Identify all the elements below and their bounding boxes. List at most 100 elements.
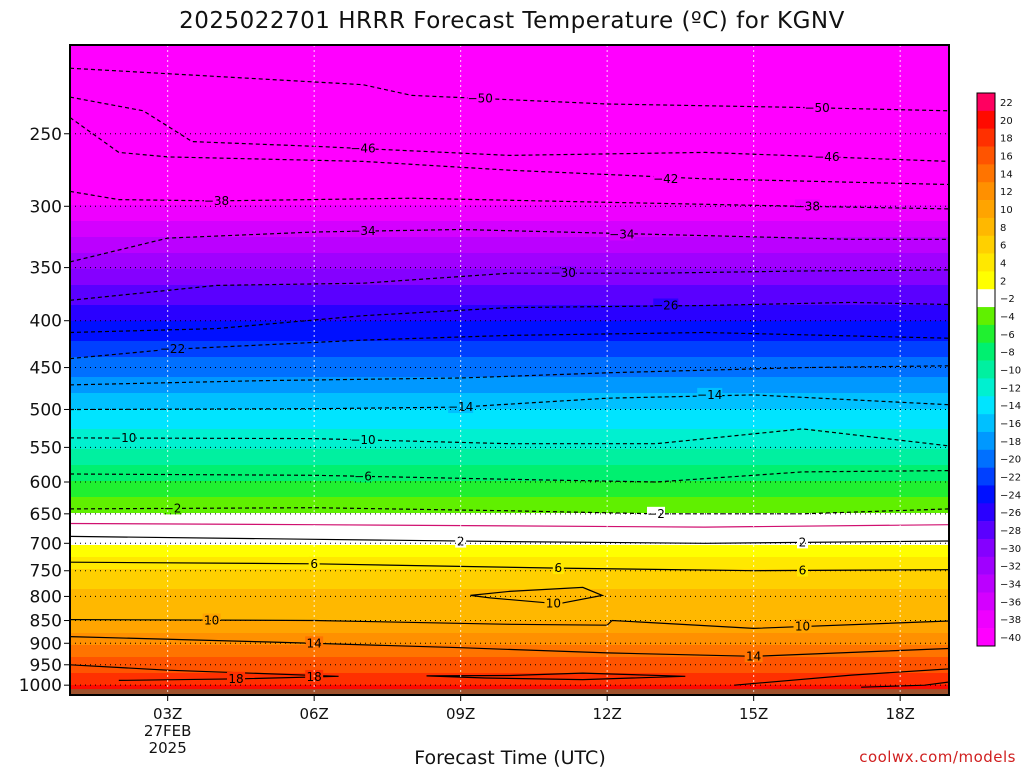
colorbar-label: −22 — [1000, 473, 1021, 484]
temperature-band — [70, 413, 949, 418]
temperature-band — [70, 145, 949, 150]
colorbar-label: 12 — [1000, 187, 1013, 198]
colorbar-label: −16 — [1000, 419, 1021, 430]
temperature-band — [70, 185, 949, 190]
temperature-band — [70, 557, 949, 562]
temperature-band — [70, 69, 949, 74]
contour-line — [70, 228, 949, 263]
temperature-band — [70, 169, 949, 174]
contour-label-bg — [354, 469, 372, 483]
colorbar-label: −26 — [1000, 508, 1021, 519]
temperature-band — [70, 577, 949, 582]
colorbar-swatch — [977, 146, 995, 165]
temperature-band — [70, 585, 949, 590]
temperature-band — [70, 477, 949, 482]
temperature-band — [70, 181, 949, 186]
temperature-band — [70, 289, 949, 294]
y-tick-label: 500 — [30, 400, 62, 420]
y-tick-label: 600 — [30, 473, 62, 493]
x-tick-date: 27FEB — [144, 722, 191, 740]
y-tick-label: 300 — [30, 197, 62, 217]
temperature-band — [70, 273, 949, 278]
contour-label: −50 — [468, 91, 493, 105]
temperature-band — [70, 481, 949, 486]
x-tick-label: 06Z — [299, 705, 328, 723]
temperature-band — [70, 257, 949, 262]
colorbar-swatch — [977, 467, 995, 486]
temperature-band — [70, 497, 949, 502]
contour-label-bg — [550, 266, 576, 280]
colorbar-swatch — [977, 128, 995, 147]
x-tick-label: 18Z — [885, 705, 914, 723]
temperature-band — [70, 377, 949, 382]
colorbar-label: −28 — [1000, 526, 1021, 537]
contour-label: 6 — [555, 561, 563, 575]
temperature-band — [70, 661, 949, 666]
y-tick-label: 250 — [30, 125, 62, 145]
x-axis-title: Forecast Time (UTC) — [414, 747, 605, 768]
temperature-band — [70, 173, 949, 178]
temperature-band — [70, 657, 949, 662]
temperature-band — [70, 205, 949, 210]
temperature-band — [70, 581, 949, 586]
contour-label-bg — [552, 561, 564, 575]
x-tick-label: 15Z — [739, 705, 768, 723]
colorbar-swatch — [977, 324, 995, 344]
temperature-band — [70, 617, 949, 622]
temperature-band — [70, 421, 949, 426]
temperature-band — [70, 653, 949, 658]
contour-line — [70, 190, 949, 210]
contour-line — [70, 269, 949, 301]
contour-label-bg — [202, 613, 221, 627]
temperature-band — [70, 81, 949, 86]
contour-label: −10 — [350, 433, 375, 447]
contour-label: −6 — [354, 469, 372, 483]
contour-label-bg — [204, 193, 229, 207]
temperature-band — [70, 429, 949, 434]
colorbar-label: −30 — [1000, 544, 1021, 555]
plot-frame — [69, 44, 950, 696]
contour-line — [70, 636, 949, 657]
colorbar-label: −34 — [1000, 580, 1021, 591]
temperature-band — [70, 457, 949, 462]
temperature-band — [70, 373, 949, 378]
colorbar-swatch — [977, 307, 995, 326]
contour-label: 14 — [307, 636, 322, 650]
colorbar-swatch — [977, 93, 995, 112]
temperature-band — [70, 365, 949, 370]
temperature-band — [70, 209, 949, 214]
contour-label: 10 — [795, 620, 810, 634]
temperature-band — [70, 569, 949, 574]
chart-title: 2025022701 HRRR Forecast Temperature (ºC… — [179, 8, 845, 34]
temperature-band — [70, 649, 949, 654]
temperature-band — [70, 537, 949, 542]
colorbar-swatch — [977, 164, 995, 183]
temperature-band — [70, 305, 949, 310]
temperature-field — [70, 45, 949, 695]
temperature-band — [70, 549, 949, 554]
y-tick-label: 1000 — [19, 676, 62, 696]
contour-label-bg — [653, 298, 679, 312]
colorbar-label: −10 — [1000, 366, 1021, 377]
colorbar-label: 22 — [1000, 98, 1013, 109]
colorbar-swatch — [977, 414, 995, 433]
temperature-band — [70, 129, 949, 134]
temperature-band — [70, 381, 949, 386]
temperature-band — [70, 73, 949, 78]
temperature-band — [70, 573, 949, 578]
temperature-band — [70, 325, 949, 330]
temperature-band — [70, 417, 949, 422]
colorbar-label: −20 — [1000, 455, 1021, 466]
contour-label: −10 — [111, 431, 136, 445]
contour-label-bg — [797, 563, 808, 577]
colorbar-swatch — [977, 271, 995, 290]
x-tick-label: 03Z — [153, 705, 182, 723]
contour-label-bg — [797, 535, 808, 549]
y-tick-label: 550 — [30, 438, 62, 458]
temperature-band — [70, 389, 949, 394]
contour-label-bg — [609, 227, 635, 241]
contour-label: −26 — [653, 299, 678, 313]
y-axis: 2503003504004505005506006507007508008509… — [19, 125, 70, 696]
colorbar-label: −4 — [1000, 312, 1015, 323]
